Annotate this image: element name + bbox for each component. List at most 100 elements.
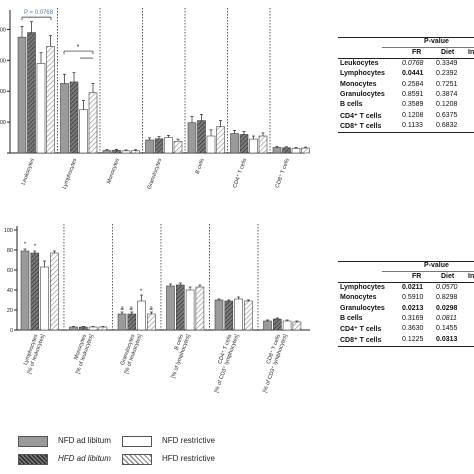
table-row-label: Granulocytes bbox=[340, 90, 385, 98]
bar-hfd-restrictive bbox=[292, 321, 302, 331]
bar-nfd-restrictive bbox=[234, 298, 243, 331]
category-label: CD4⁺ T cells bbox=[231, 157, 248, 189]
y-tick-label: 20 bbox=[7, 308, 13, 314]
bar-hfd-ad-libitum bbox=[176, 284, 185, 331]
legend-swatch bbox=[122, 454, 152, 465]
bar-nfd-ad-libitum bbox=[187, 122, 197, 154]
table-row-label: B cells bbox=[340, 314, 363, 322]
legend-label: NFD restrictive bbox=[162, 436, 215, 445]
table-row-label: Lymphocytes bbox=[340, 284, 385, 291]
bar-hfd-restrictive bbox=[131, 150, 140, 154]
bar-nfd-restrictive bbox=[206, 135, 216, 154]
annotation-mark: * bbox=[24, 242, 27, 248]
table-cell-fr: 0.1208 bbox=[402, 111, 424, 119]
bar-nfd-restrictive bbox=[282, 320, 292, 331]
table-cell-fr: 0.0768 bbox=[402, 60, 424, 67]
bar-hfd-restrictive bbox=[46, 46, 55, 154]
bar-nfd-restrictive bbox=[79, 109, 88, 154]
table-header-pvalue: P-value bbox=[424, 262, 449, 269]
table-row-label: CD8⁺ T cells bbox=[340, 122, 382, 130]
table-cell-fr: 0.2584 bbox=[402, 80, 424, 88]
table-cell-fr: 0.0441 bbox=[402, 70, 424, 78]
bar-nfd-ad-libitum bbox=[272, 147, 282, 154]
annotation-mark: a bbox=[149, 306, 153, 312]
table-rule bbox=[338, 132, 474, 133]
table-cell-fr: 0.0213 bbox=[402, 304, 424, 312]
table-rule bbox=[338, 346, 474, 347]
bar-hfd-ad-libitum bbox=[27, 32, 36, 154]
table-cell-diet: 0.1208 bbox=[436, 101, 458, 109]
y-tick-label: 40 bbox=[7, 288, 13, 294]
bar-nfd-restrictive bbox=[40, 266, 49, 331]
category-label: Monocytes bbox=[106, 157, 121, 184]
annotation-star: * bbox=[77, 44, 80, 51]
bar-hfd-restrictive bbox=[301, 147, 310, 154]
bar-nfd-ad-libitum bbox=[230, 133, 239, 154]
y-tick-label: 60 bbox=[7, 268, 13, 274]
bar-hfd-ad-libitum bbox=[127, 313, 137, 331]
bar-hfd-ad-libitum bbox=[239, 134, 249, 154]
bar-hfd-ad-libitum bbox=[282, 147, 291, 154]
table-cell-diet: 0.2392 bbox=[436, 70, 458, 78]
category-label: Granulocytes bbox=[147, 157, 164, 190]
legend-swatch bbox=[18, 436, 48, 447]
bar-nfd-restrictive bbox=[185, 289, 195, 331]
category-label: B cells bbox=[174, 333, 185, 351]
table-rule bbox=[338, 261, 474, 262]
table-col-fr: FR bbox=[412, 273, 422, 280]
bar-nfd-ad-libitum bbox=[17, 36, 27, 154]
bar-nfd-ad-libitum bbox=[263, 320, 272, 331]
table-row-label: Granulocytes bbox=[340, 304, 385, 312]
legend-label: HFD ad libitum bbox=[58, 454, 111, 463]
legend-swatch bbox=[18, 454, 48, 465]
bar-hfd-ad-libitum bbox=[79, 326, 88, 331]
table-rule bbox=[382, 47, 474, 48]
table-cell-diet: 0.0313 bbox=[436, 335, 458, 343]
bar-nfd-ad-libitum bbox=[214, 299, 224, 331]
table-col-in: In bbox=[468, 273, 474, 280]
category-label: Lymphocytes bbox=[62, 157, 79, 190]
annotation-mark: * bbox=[140, 289, 143, 295]
y-tick-label: 100 bbox=[4, 228, 13, 234]
bar-nfd-restrictive bbox=[249, 138, 258, 154]
table-cell-fr: 0.5910 bbox=[402, 294, 424, 302]
category-label: Leukocytes bbox=[21, 157, 36, 185]
bar-hfd-ad-libitum bbox=[69, 81, 79, 154]
bar-hfd-restrictive bbox=[173, 140, 183, 154]
bar-nfd-restrictive bbox=[121, 150, 131, 154]
table-cell-diet: 0.0298 bbox=[436, 304, 458, 312]
bar-nfd-restrictive bbox=[291, 148, 301, 154]
table-col-diet: Diet bbox=[441, 273, 455, 280]
bar-hfd-ad-libitum bbox=[154, 138, 164, 154]
table-col-fr: FR bbox=[412, 49, 422, 56]
table-cell-diet: 0.3874 bbox=[436, 90, 458, 98]
table-col-in: In bbox=[468, 49, 474, 56]
bar-hfd-ad-libitum bbox=[224, 300, 234, 331]
table-cell-fr: 0.0211 bbox=[402, 284, 424, 291]
bar-hfd-restrictive bbox=[88, 92, 98, 154]
table-cell-fr: 0.1225 bbox=[402, 335, 424, 343]
bar-nfd-restrictive bbox=[36, 63, 46, 154]
legend-label: NFD ad libitum bbox=[58, 436, 111, 445]
bar-nfd-restrictive bbox=[164, 137, 173, 154]
table-rule bbox=[338, 282, 474, 283]
bar-nfd-ad-libitum bbox=[145, 139, 154, 154]
table-cell-fr: 0.3630 bbox=[402, 325, 424, 333]
table-cell-fr: 0.1133 bbox=[402, 121, 423, 129]
bar-hfd-restrictive bbox=[216, 126, 225, 154]
bar-hfd-restrictive bbox=[195, 286, 205, 331]
y-tick-label: 0 bbox=[10, 328, 13, 334]
table-col-diet: Diet bbox=[441, 49, 455, 56]
table-row-label: Leukocytes bbox=[340, 60, 379, 67]
bar-nfd-ad-libitum bbox=[69, 326, 78, 331]
bar-nfd-ad-libitum bbox=[102, 150, 112, 154]
annotation-mark: a bbox=[120, 306, 124, 312]
pvalue-table-bottom: P-value FR Diet In Lymphocytes 0.0211 0.05… bbox=[338, 261, 474, 347]
bar-hfd-restrictive bbox=[98, 326, 108, 331]
table-rule bbox=[338, 58, 474, 59]
table-row-label: CD4⁺ T cells bbox=[340, 326, 382, 334]
